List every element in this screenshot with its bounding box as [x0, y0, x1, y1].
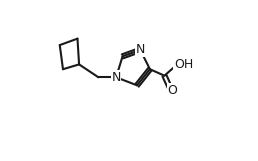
Text: O: O — [167, 84, 178, 97]
Text: N: N — [111, 71, 121, 84]
Text: N: N — [136, 43, 145, 56]
Text: OH: OH — [174, 58, 193, 71]
